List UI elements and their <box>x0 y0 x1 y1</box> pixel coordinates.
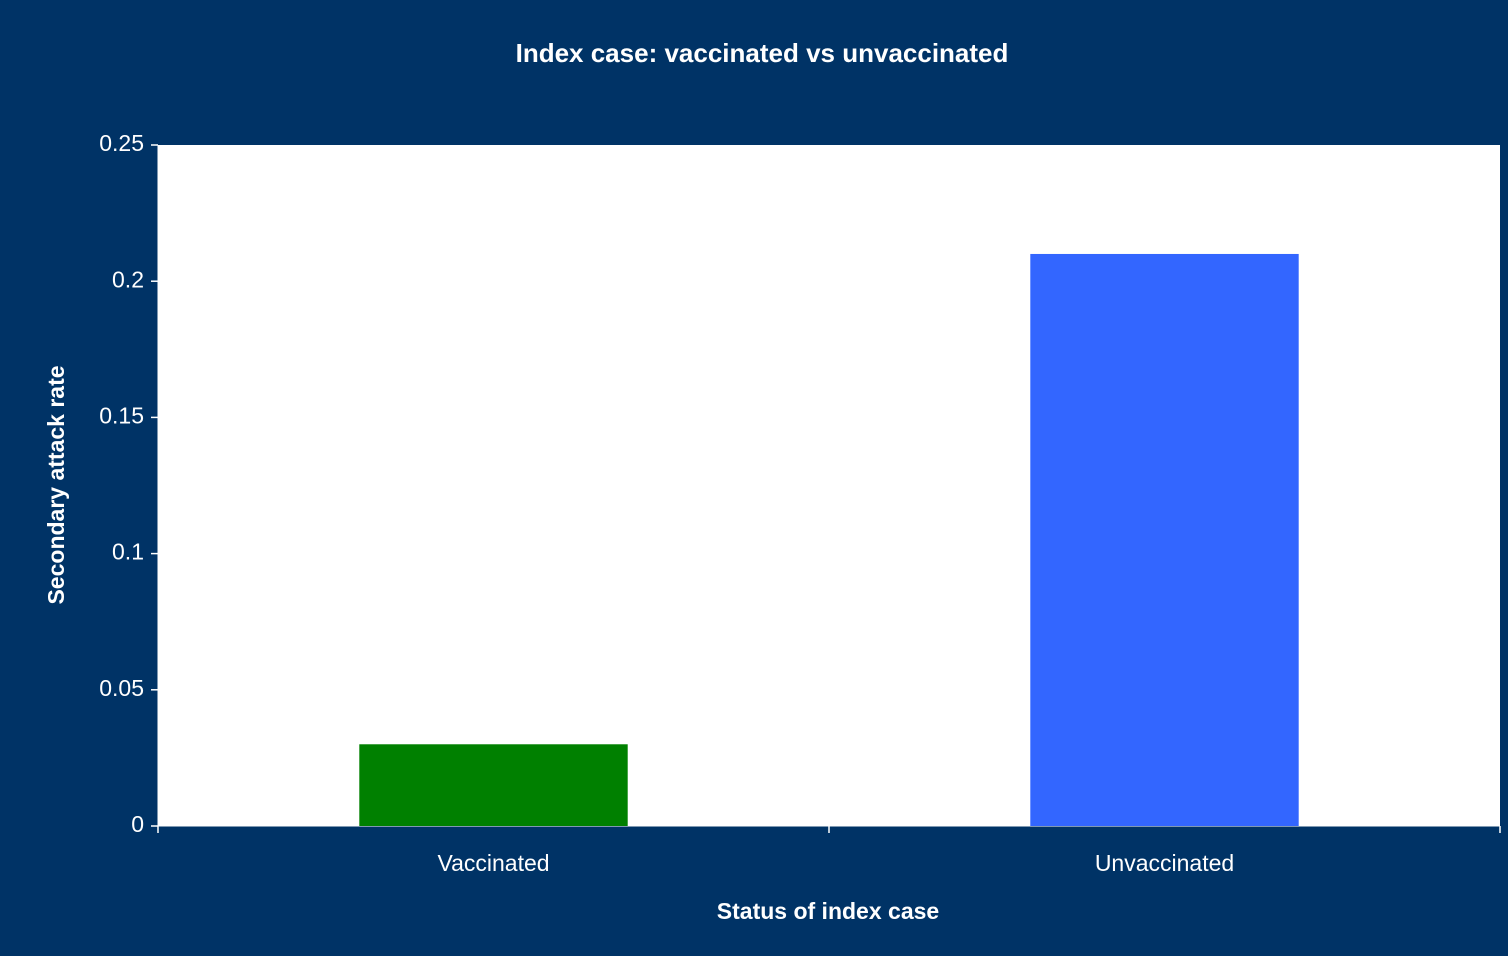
x-tick-label: Unvaccinated <box>1095 850 1234 876</box>
y-tick-label: 0.1 <box>112 539 144 565</box>
bar <box>359 744 628 826</box>
x-tick-label: Vaccinated <box>437 850 549 876</box>
y-axis-title: Secondary attack rate <box>43 365 69 604</box>
y-tick-label: 0.2 <box>112 266 144 292</box>
y-tick-label: 0.15 <box>99 402 144 428</box>
bar <box>1030 253 1299 826</box>
chart-title: Index case: vaccinated vs unvaccinated <box>516 38 1009 68</box>
y-tick-label: 0.25 <box>99 130 144 156</box>
x-axis-title: Status of index case <box>717 898 939 924</box>
y-tick-label: 0.05 <box>99 675 144 701</box>
y-tick-label: 0 <box>131 811 144 837</box>
